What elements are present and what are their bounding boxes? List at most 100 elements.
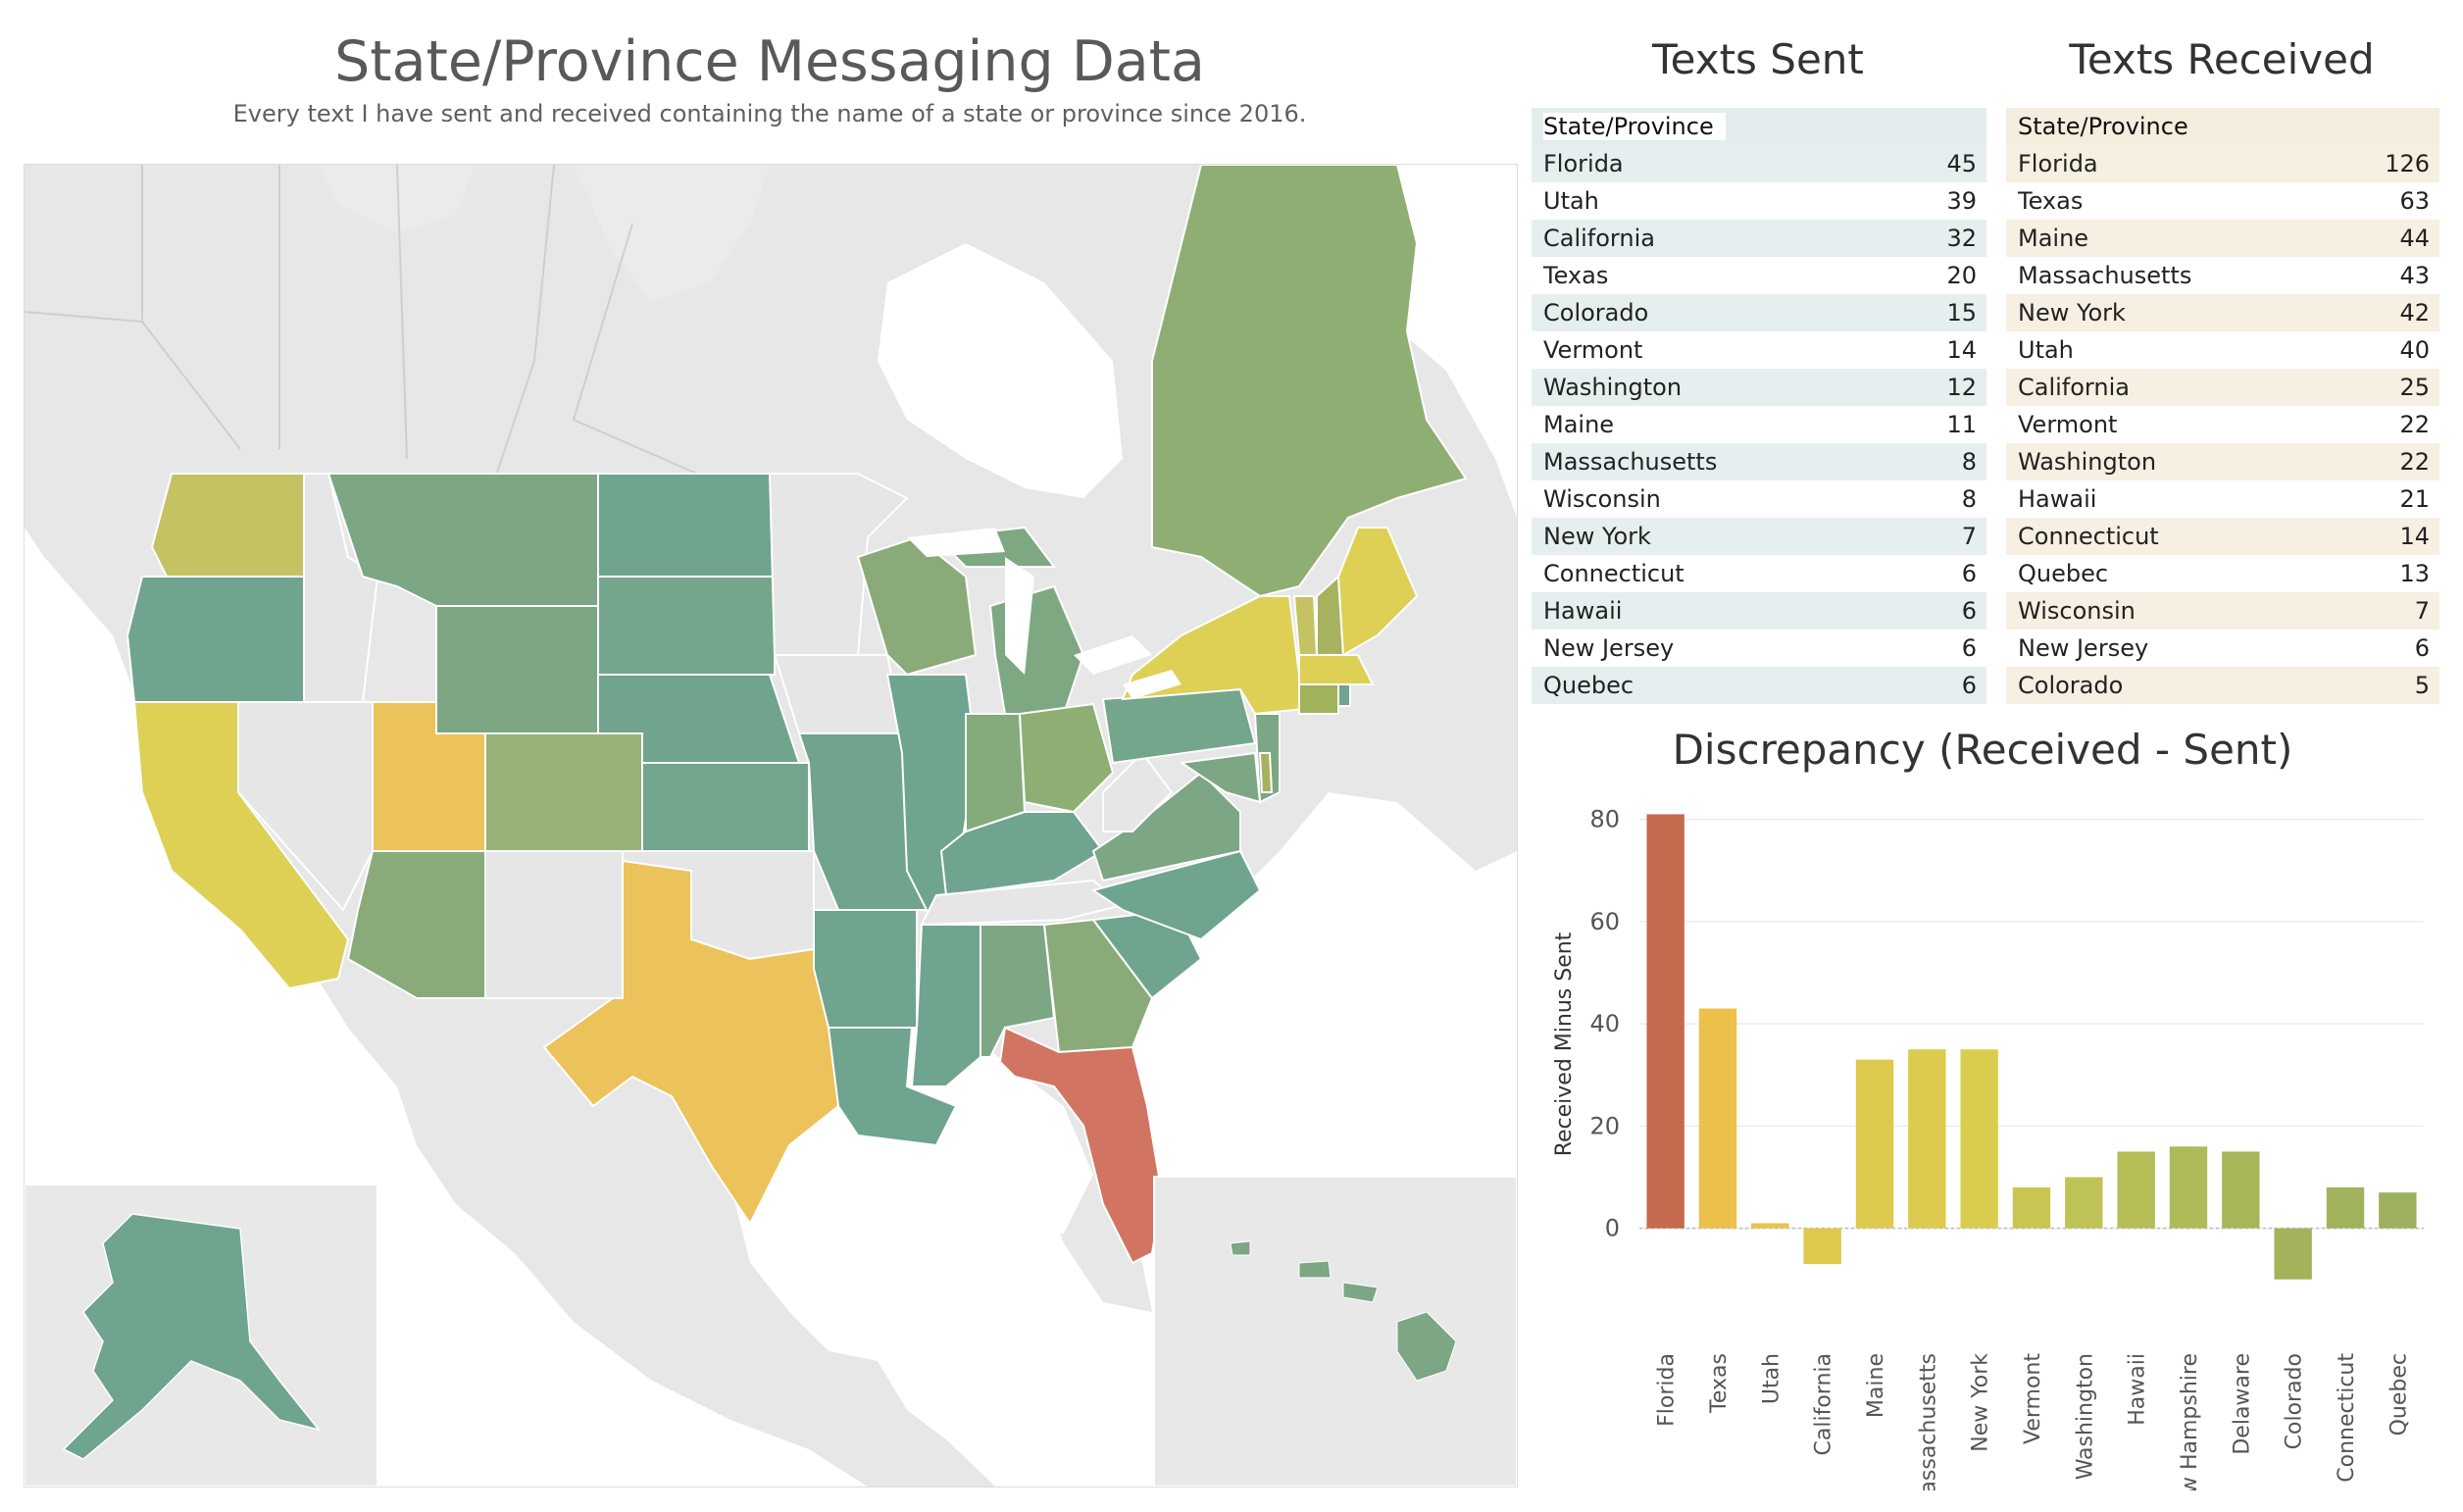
received-value: 25	[2399, 374, 2430, 401]
sent-row[interactable]: New Jersey 6	[1532, 630, 1986, 667]
received-row[interactable]: New York 42	[2006, 294, 2439, 331]
sent-name: Colorado	[1543, 299, 1649, 327]
state-arkansas[interactable]	[813, 909, 918, 1029]
bar-massachusetts[interactable]	[1908, 1049, 1946, 1229]
hawaii-inset	[1153, 1176, 1517, 1487]
bar-texas[interactable]	[1698, 1008, 1737, 1229]
received-name: Texas	[2018, 187, 2084, 215]
texts-sent-header[interactable]: State/Province	[1532, 108, 1986, 145]
state-wyoming[interactable]	[435, 605, 599, 734]
state-connecticut[interactable]	[1298, 683, 1339, 715]
received-row[interactable]: Texas 63	[2006, 182, 2439, 220]
state-colorado[interactable]	[484, 732, 643, 852]
sent-row[interactable]: Massachusetts 8	[1532, 443, 1986, 480]
received-row[interactable]: Connecticut 14	[2006, 518, 2439, 555]
state-mississippi[interactable]	[910, 924, 981, 1087]
state-rhode-island	[1337, 683, 1351, 707]
sent-row[interactable]: New York 7	[1532, 518, 1986, 555]
sent-row[interactable]: Utah 39	[1532, 182, 1986, 220]
state-vermont[interactable]	[1292, 595, 1319, 656]
sent-row[interactable]: Maine 11	[1532, 406, 1986, 443]
texts-received-header[interactable]: State/Province	[2006, 108, 2439, 145]
y-tick-label: 0	[1605, 1215, 1620, 1242]
x-tick-label: Washington	[2073, 1353, 2097, 1480]
state-maryland[interactable]	[1179, 751, 1262, 804]
bar-vermont[interactable]	[2012, 1186, 2051, 1229]
state-washington[interactable]	[150, 473, 305, 587]
received-row[interactable]: Wisconsin 7	[2006, 592, 2439, 630]
received-value: 6	[2414, 634, 2430, 662]
state-kansas[interactable]	[641, 762, 810, 852]
received-value: 5	[2414, 672, 2430, 699]
sent-row[interactable]: Connecticut 6	[1532, 555, 1986, 592]
sent-row[interactable]: Quebec 6	[1532, 667, 1986, 704]
received-row[interactable]: Washington 22	[2006, 443, 2439, 480]
bar-colorado[interactable]	[2274, 1228, 2312, 1280]
received-value: 40	[2399, 336, 2430, 364]
sent-row[interactable]: Wisconsin 8	[1532, 480, 1986, 518]
bar-california[interactable]	[1803, 1228, 1841, 1265]
sent-row[interactable]: Washington 12	[1532, 369, 1986, 406]
state-north-carolina[interactable]	[1090, 849, 1262, 941]
bar-washington[interactable]	[2065, 1177, 2103, 1229]
bar-hawaii[interactable]	[2117, 1151, 2155, 1229]
bar-quebec[interactable]	[2379, 1192, 2417, 1229]
sent-row[interactable]: Colorado 15	[1532, 294, 1986, 331]
state-massachusetts[interactable]	[1298, 654, 1375, 685]
state-florida[interactable]	[998, 1026, 1164, 1265]
state-ohio[interactable]	[1018, 702, 1115, 814]
received-row[interactable]: Massachusetts 43	[2006, 257, 2439, 294]
received-name: New York	[2018, 299, 2126, 327]
sent-value: 6	[1961, 672, 1977, 699]
sent-row[interactable]: Vermont 14	[1532, 331, 1986, 369]
sent-row[interactable]: Florida 45	[1532, 145, 1986, 182]
choropleth-map[interactable]	[24, 164, 1518, 1487]
bar-utah[interactable]	[1751, 1223, 1789, 1229]
received-row[interactable]: Hawaii 21	[2006, 480, 2439, 518]
state-georgia[interactable]	[1042, 918, 1154, 1054]
bar-new-york[interactable]	[1960, 1049, 1998, 1229]
received-row[interactable]: Maine 44	[2006, 220, 2439, 257]
chart-title: Discrepancy (Received - Sent)	[1672, 726, 2293, 774]
received-row[interactable]: Vermont 22	[2006, 406, 2439, 443]
received-row[interactable]: Quebec 13	[2006, 555, 2439, 592]
sent-row[interactable]: Hawaii 6	[1532, 592, 1986, 630]
sent-value: 20	[1946, 262, 1977, 289]
state-texas[interactable]	[542, 859, 839, 1226]
x-tick-label: Maine	[1864, 1353, 1888, 1418]
received-row[interactable]: Colorado 5	[2006, 667, 2439, 704]
state-delaware[interactable]	[1258, 752, 1274, 793]
state-oregon[interactable]	[126, 576, 316, 703]
bar-connecticut[interactable]	[2326, 1186, 2365, 1229]
state-louisiana[interactable]	[827, 1027, 958, 1147]
state-hawaii[interactable]	[1230, 1240, 1457, 1382]
state-alaska[interactable]	[62, 1213, 321, 1460]
sent-row[interactable]: California 32	[1532, 220, 1986, 257]
bar-new-hampshire[interactable]	[2169, 1146, 2208, 1229]
received-row[interactable]: New Jersey 6	[2006, 630, 2439, 667]
bar-delaware[interactable]	[2222, 1151, 2260, 1229]
received-value: 14	[2399, 523, 2430, 550]
sent-value: 12	[1946, 374, 1977, 401]
sent-row[interactable]: Texas 20	[1532, 257, 1986, 294]
province-quebec[interactable]	[1151, 165, 1468, 598]
texts-sent-title: Texts Sent	[1652, 35, 1864, 83]
received-name: Maine	[2018, 225, 2089, 252]
state-north-dakota[interactable]	[597, 473, 777, 578]
y-axis-label: Received Minus Sent	[1552, 932, 1577, 1156]
bar-maine[interactable]	[1855, 1059, 1894, 1229]
state-new-mexico	[484, 850, 624, 999]
received-row[interactable]: Florida 126	[2006, 145, 2439, 182]
sent-name: New York	[1543, 523, 1651, 550]
y-tick-label: 80	[1589, 806, 1620, 833]
received-row[interactable]: California 25	[2006, 369, 2439, 406]
state-nevada	[237, 701, 374, 912]
received-row[interactable]: Utah 40	[2006, 331, 2439, 369]
sent-value: 14	[1946, 336, 1977, 364]
state-south-dakota[interactable]	[597, 576, 776, 676]
x-tick-label: Hawaii	[2126, 1353, 2150, 1426]
bar-florida[interactable]	[1646, 814, 1684, 1229]
x-tick-label: Delaware	[2230, 1353, 2254, 1455]
sent-value: 7	[1961, 523, 1977, 550]
sent-name: Washington	[1543, 374, 1683, 401]
